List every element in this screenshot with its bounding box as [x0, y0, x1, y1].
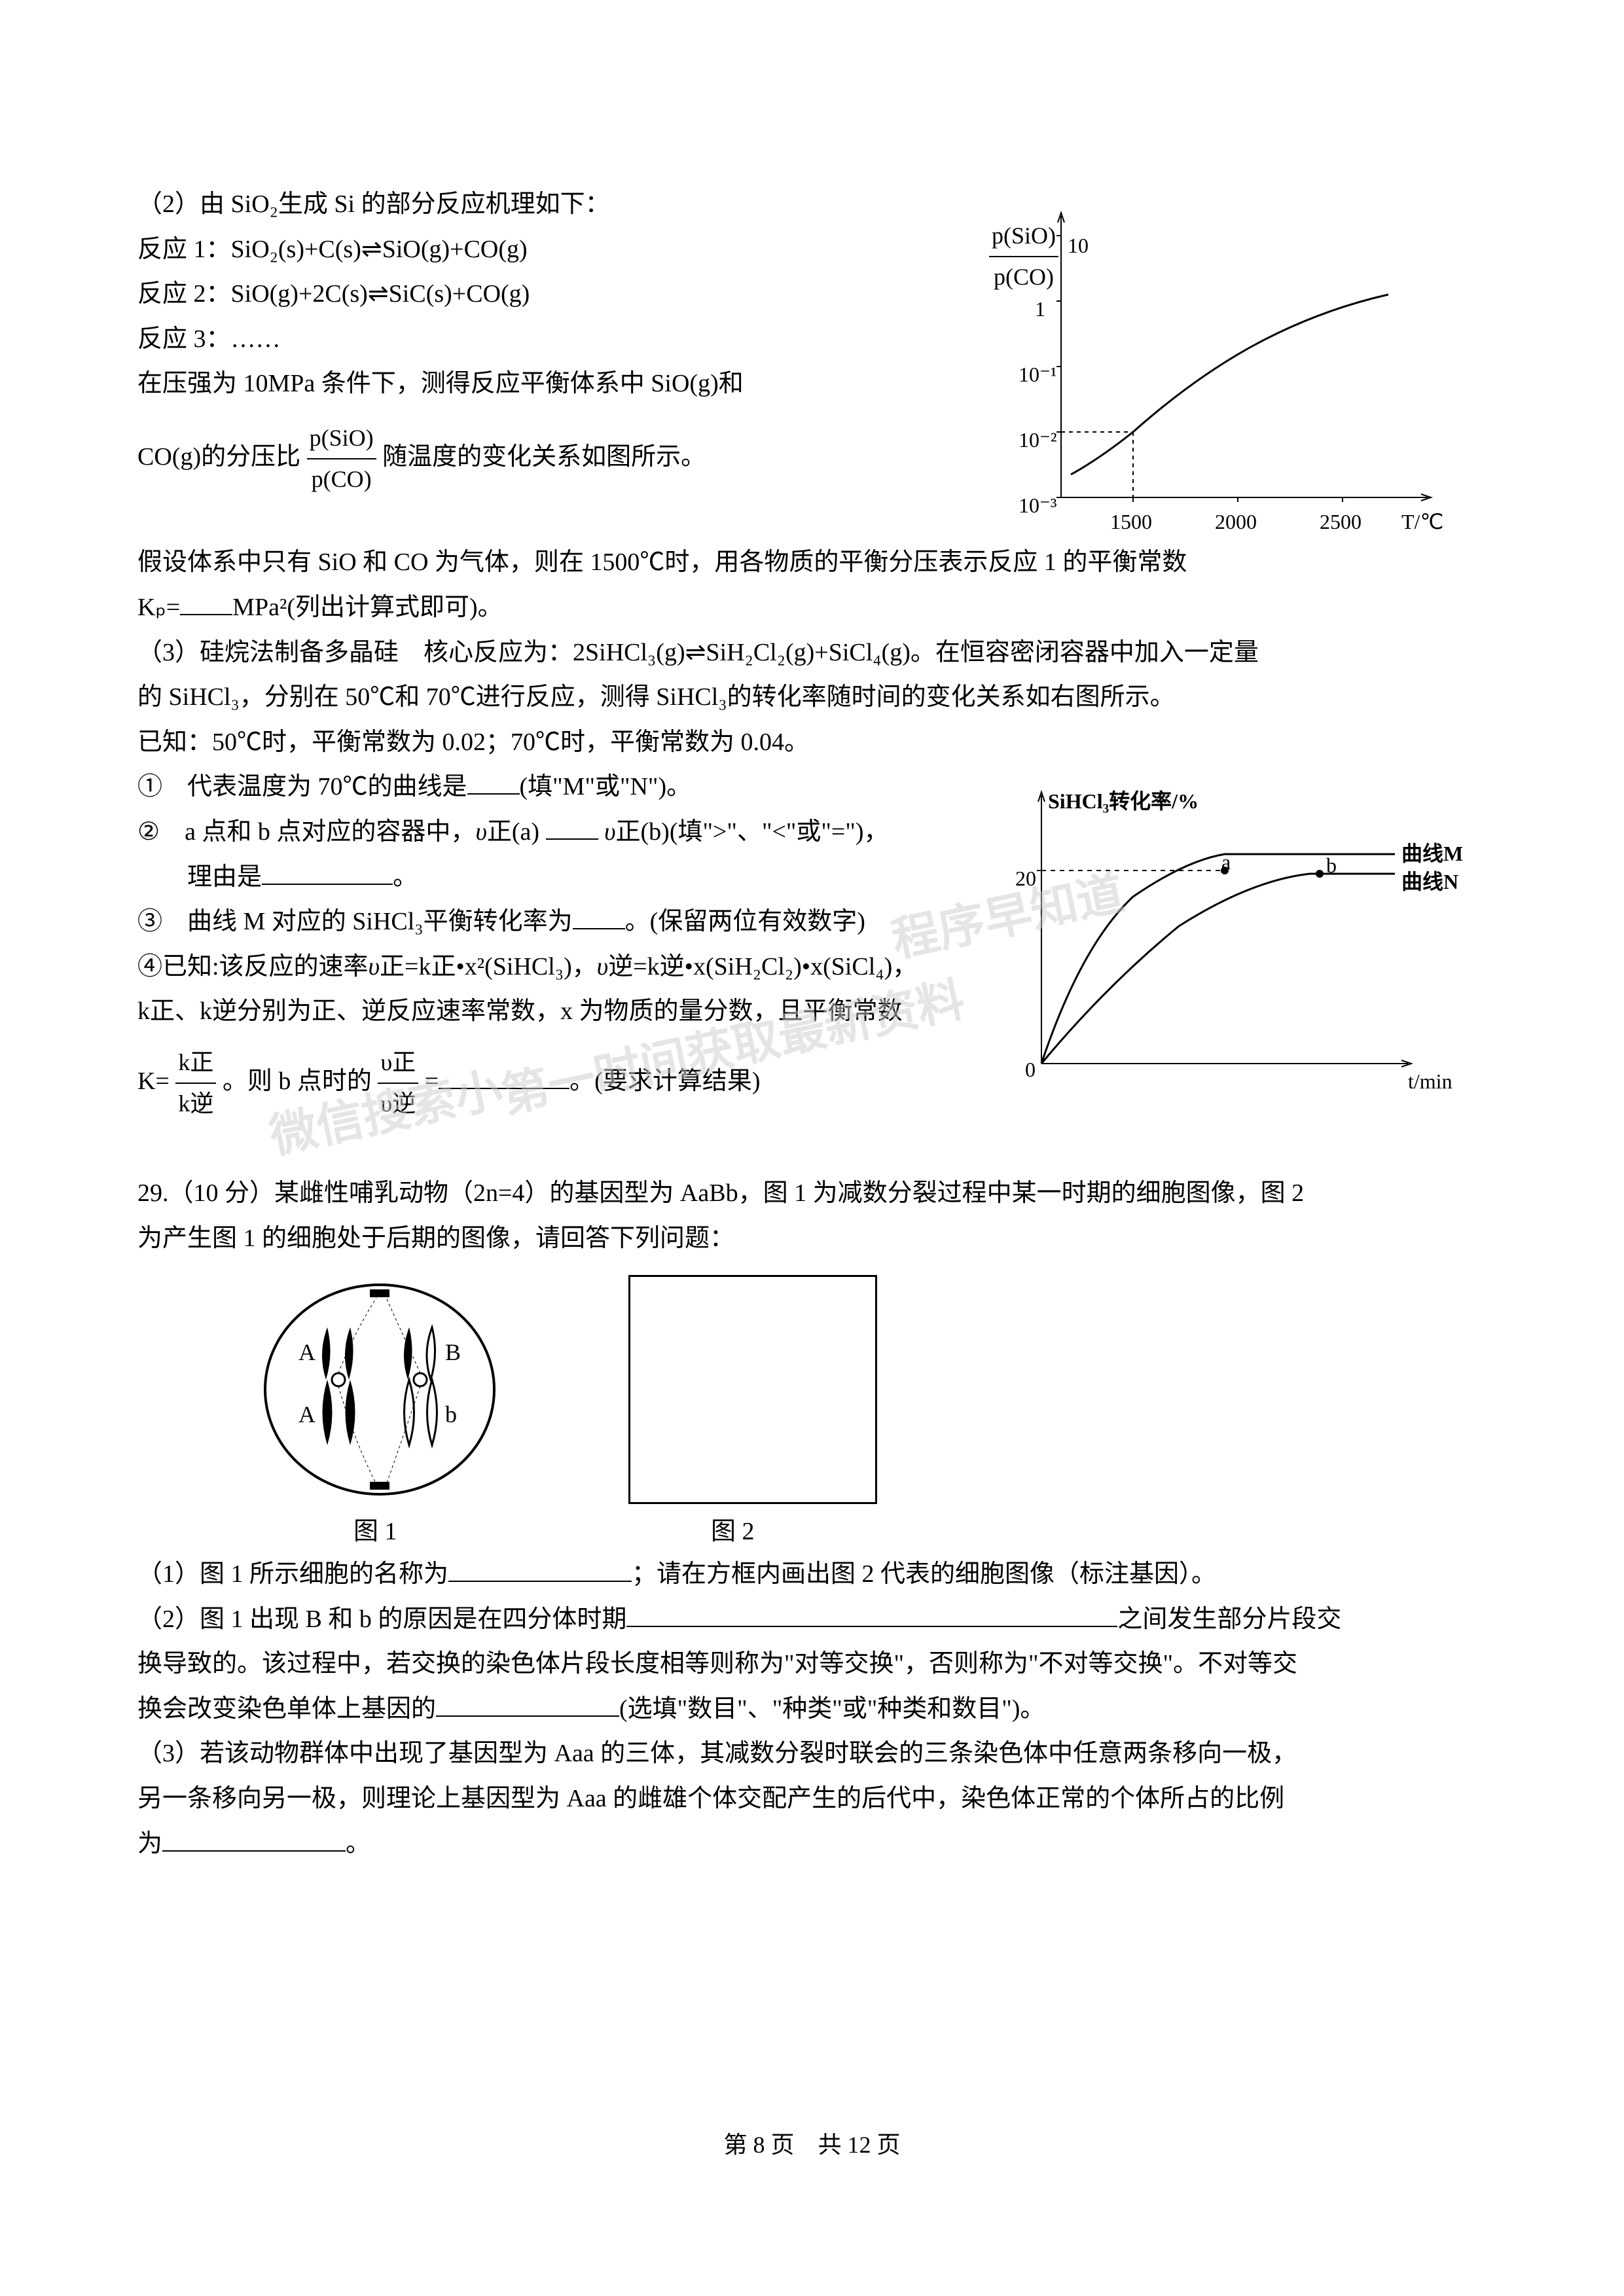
- chart2-point-a: a: [1221, 844, 1231, 880]
- q28-sub2-line1: ② a 点和 b 点对应的容器中，υ正(a) υ正(b)(填">"、"<"或"=…: [137, 811, 995, 853]
- q28-assumption: 假设体系中只有 SiO 和 CO 为气体，则在 1500℃时，用各物质的平衡分压…: [137, 541, 1487, 584]
- q28-sub1: ① 代表温度为 70℃的曲线是(填"M"或"N")。: [137, 766, 995, 808]
- q28-sub2-line2: 理由是。: [137, 856, 995, 899]
- q29-part1: （1）图 1 所示细胞的名称为；请在方框内画出图 2 代表的细胞图像（标注基因）…: [137, 1553, 1487, 1596]
- chart1-ytick-10: 10: [1068, 228, 1089, 263]
- q28-part2-block: （2）由 SiO₂生成 Si 的部分反应机理如下： 反应 1：SiO₂(s)+C…: [137, 183, 982, 499]
- chart1-xlabel: T/℃: [1401, 504, 1443, 539]
- blank-q29-3[interactable]: [162, 1827, 346, 1852]
- q29-part3-line2: 另一条移向另一极，则理论上基因型为 Aaa 的雌雄个体交配产生的后代中，染色体正…: [137, 1778, 1487, 1820]
- k-fraction: k正 k逆: [175, 1043, 216, 1124]
- chart1-xtick-2500: 2500: [1320, 504, 1362, 539]
- page-content: （2）由 SiO₂生成 Si 的部分反应机理如下： 反应 1：SiO₂(s)+C…: [137, 183, 1487, 1865]
- q29-part3-line1: （3）若该动物群体中出现了基因型为 Aaa 的三体，其减数分裂时联会的三条染色体…: [137, 1732, 1487, 1775]
- fig1-label: 图 1: [353, 1511, 397, 1553]
- q28-sub4-line3c: =。(要求计算结果): [425, 1067, 761, 1095]
- q28-rxn2: 反应 2：SiO(g)+2C(s)⇌SiC(s)+CO(g): [137, 273, 982, 315]
- q28-pressure-line2: CO(g)的分压比 p(SiO) p(CO) 随温度的变化关系如图所示。: [137, 418, 982, 499]
- chart2-origin: 0: [1025, 1052, 1036, 1087]
- fig2-label: 图 2: [711, 1511, 755, 1553]
- chart2-svg: [989, 776, 1473, 1109]
- ratio-fraction: p(SiO) p(CO): [307, 418, 376, 499]
- q28-pressure-line1: 在压强为 10MPa 条件下，测得反应平衡体系中 SiO(g)和: [137, 363, 982, 405]
- q28-pressure-line2b: 随温度的变化关系如图所示。: [382, 443, 706, 471]
- chart2-curve-n: 曲线N: [1401, 864, 1458, 899]
- cell-svg: A A B b: [255, 1275, 504, 1504]
- chart1-ytick-01: 10⁻¹: [1019, 357, 1056, 392]
- blank-sub2a[interactable]: [546, 815, 598, 840]
- blank-kp[interactable]: [180, 590, 232, 615]
- label-A1: A: [298, 1339, 316, 1365]
- q28-sub4-line1: ④已知:该反应的速率υ正=k正•x²(SiHCl₃)，υ逆=k逆•x(SiH₂C…: [137, 946, 995, 988]
- q28-pressure-line2a: CO(g)的分压比: [137, 443, 300, 471]
- q28-rxn1: 反应 1：SiO₂(s)+C(s)⇌SiO(g)+CO(g): [137, 228, 982, 271]
- q29-part2-line2: 换导致的。该过程中，若交换的染色体片段长度相等则称为"对等交换"，否则称为"不对…: [137, 1643, 1487, 1685]
- q28-part3-intro: （3）硅烷法制备多晶硅 核心反应为：2SiHCl₃(g)⇌SiH₂Cl₂(g)+…: [137, 632, 1487, 674]
- q28-subitems-block: ① 代表温度为 70℃的曲线是(填"M"或"N")。 ② a 点和 b 点对应的…: [137, 766, 995, 1124]
- q29-intro-line1: 29.（10 分）某雌性哺乳动物（2n=4）的基因型为 AaBb，图 1 为减数…: [137, 1172, 1487, 1215]
- figures-row: A A B b: [137, 1262, 1487, 1511]
- chart1: p(SiO) p(CO) 10 1 10⁻¹ 10⁻² 10⁻³ 1500 20…: [969, 196, 1447, 537]
- chart1-ylabel: p(SiO) p(CO): [989, 216, 1058, 297]
- blank-sub3[interactable]: [573, 905, 625, 929]
- chart2: SiHCl₃转化率/% 20 0 t/min 曲线M 曲线N a b: [989, 776, 1473, 1109]
- blank-sub4[interactable]: [439, 1064, 569, 1089]
- blank-q29-2a[interactable]: [626, 1602, 1117, 1627]
- q28-known-line: 已知：50℃时，平衡常数为 0.02；70℃时，平衡常数为 0.04。: [137, 721, 1487, 764]
- q28-kp-line: Kₚ=MPa²(列出计算式即可)。: [137, 586, 1487, 629]
- label-b: b: [445, 1401, 457, 1427]
- footer-page: 第 8 页: [723, 2132, 794, 2158]
- chart2-ylabel: SiHCl₃转化率/%: [1048, 783, 1199, 819]
- chart2-ytick-20: 20: [1015, 861, 1036, 896]
- chart2-point-b: b: [1326, 848, 1337, 883]
- q28-part3-line2: 的 SiHCl₃，分别在 50℃和 70℃进行反应，测得 SiHCl₃的转化率随…: [137, 676, 1487, 719]
- blank-q29-2b[interactable]: [436, 1692, 619, 1717]
- chart1-ytick-0001: 10⁻³: [1019, 488, 1056, 523]
- q29-intro-line2: 为产生图 1 的细胞处于后期的图像，请回答下列问题：: [137, 1217, 1487, 1260]
- chart1-ytick-1: 1: [1035, 291, 1045, 327]
- v-fraction: υ正 υ逆: [378, 1043, 418, 1124]
- footer-total: 共 12 页: [818, 2132, 901, 2158]
- blank-reason[interactable]: [262, 860, 393, 885]
- empty-box-fig2[interactable]: [628, 1275, 877, 1504]
- q29-part3-line3: 为。: [137, 1823, 1487, 1865]
- label-A2: A: [298, 1401, 316, 1427]
- figure-labels-row: 图 1 图 2: [137, 1511, 1487, 1553]
- cell-diagram-fig1: A A B b: [255, 1275, 504, 1504]
- page-footer: 第 8 页 共 12 页: [0, 2125, 1624, 2165]
- q28-rxn3: 反应 3：……: [137, 318, 982, 361]
- chart1-xtick-2000: 2000: [1215, 504, 1257, 539]
- q29-part2-line3: 换会改变染色单体上基因的(选填"数目"、"种类"或"种类和数目")。: [137, 1688, 1487, 1731]
- q28-sub4-line3: K= k正 k逆 。则 b 点时的 υ正 υ逆 =。(要求计算结果): [137, 1043, 995, 1124]
- q28-part2-intro: （2）由 SiO₂生成 Si 的部分反应机理如下：: [137, 183, 982, 226]
- chart1-ytick-001: 10⁻²: [1019, 422, 1056, 457]
- q28-sub3: ③ 曲线 M 对应的 SiHCl₃平衡转化率为。(保留两位有效数字): [137, 901, 995, 943]
- blank-q29-1[interactable]: [448, 1557, 632, 1582]
- chart1-xtick-1500: 1500: [1110, 504, 1152, 539]
- q29-part2-line1: （2）图 1 出现 B 和 b 的原因是在四分体时期之间发生部分片段交: [137, 1598, 1487, 1641]
- label-B: B: [445, 1339, 461, 1365]
- blank-sub1[interactable]: [467, 770, 520, 795]
- chart2-xlabel: t/min: [1408, 1064, 1453, 1099]
- q28-sub4-line2: k正、k逆分别为正、逆反应速率常数，x 为物质的量分数，且平衡常数: [137, 990, 995, 1033]
